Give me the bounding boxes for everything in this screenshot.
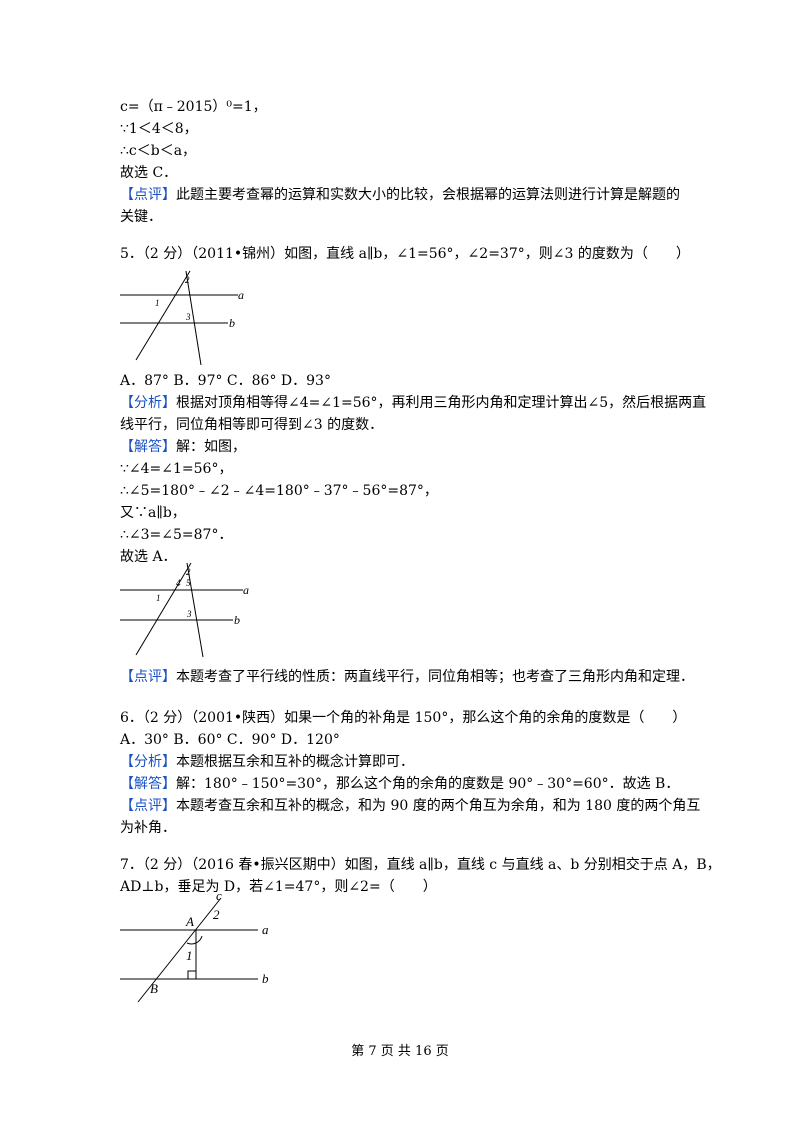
- label-a: a: [238, 288, 244, 302]
- comment-line-1: 【点评】此题主要考查幂的运算和实数大小的比较，会根据幂的运算法则进行计算是解题的: [120, 186, 680, 204]
- comment-tag: 【点评】: [120, 187, 176, 203]
- solution-line-1: 【解答】解：如图，: [120, 438, 246, 456]
- analysis-line-1: 【分析】根据对顶角相等得∠4=∠1=56°，再利用三角形内角和定理计算出∠5，然…: [120, 394, 706, 412]
- line-2: ∵1＜4＜8，: [120, 121, 198, 137]
- analysis-tag: 【分析】: [120, 395, 176, 411]
- analysis-line-2: 线平行，同位角相等即可得到∠3 的度数．: [120, 417, 384, 433]
- comment-line-3: 【点评】本题考查互余和互补的概念，和为 90 度的两个角互为余角，和为 180 …: [120, 797, 700, 815]
- comment-text: 此题主要考查幂的运算和实数大小的比较，会根据幂的运算法则进行计算是解题的: [176, 187, 680, 203]
- label-b: b: [234, 613, 240, 627]
- analysis-text: 本题根据互余和互补的概念计算即可．: [176, 754, 414, 770]
- figure-q7: a b c A B 1 2: [118, 888, 288, 1014]
- figure-q5-solution: a b 1 2 3 4 5: [118, 560, 268, 664]
- solution-tag: 【解答】: [120, 776, 176, 792]
- solution-line-3: ∴∠5=180°﹣∠2﹣∠4=180°﹣37°﹣56°=87°，: [120, 483, 438, 499]
- q6-options: A．30° B．60° C．90° D．120°: [120, 732, 340, 748]
- solution-line-2: ∵∠4=∠1=56°，: [120, 461, 233, 477]
- comment-line-4: 为补角．: [120, 820, 176, 836]
- label-b: b: [229, 316, 235, 330]
- solution-text: 解：180°﹣150°=30°，那么这个角的余角的度数是 90°﹣30°=60°…: [176, 776, 680, 792]
- angle-1-label: 1: [156, 593, 161, 603]
- angle-5-label: 5: [186, 578, 191, 588]
- solution-text: 解：如图，: [176, 439, 246, 455]
- angle-4-label: 4: [176, 578, 181, 588]
- point-A-label: A: [185, 914, 194, 929]
- page-footer: 第 7 页 共 16 页: [351, 1044, 449, 1059]
- question-6: 6．（2 分）（2001•陕西）如果一个角的补角是 150°，那么这个角的余角的…: [120, 710, 687, 726]
- point-B-label: B: [150, 981, 158, 996]
- comment-tag: 【点评】: [120, 669, 176, 685]
- line-6: 关键．: [120, 209, 162, 225]
- solution-line-4: 又∵a∥b，: [120, 505, 186, 521]
- angle-2-label: 2: [213, 907, 220, 922]
- comment-line-2: 【点评】本题考查了平行线的性质：两直线平行，同位角相等；也考查了三角形内角和定理…: [120, 668, 694, 686]
- angle-2-label: 2: [186, 567, 191, 577]
- angle-2-label: 2: [185, 275, 190, 285]
- q5-options: A．87° B．97° C．86° D．93°: [120, 373, 331, 389]
- solution-line-5: ∴∠3=∠5=87°．: [120, 527, 233, 543]
- angle-1-label: 1: [186, 948, 193, 963]
- angle-3-label: 3: [186, 609, 192, 619]
- label-c: c: [216, 890, 222, 903]
- line-3: ∴c＜b＜a，: [120, 143, 197, 159]
- analysis-text: 根据对顶角相等得∠4=∠1=56°，再利用三角形内角和定理计算出∠5，然后根据两…: [176, 395, 707, 411]
- label-a: a: [243, 583, 249, 597]
- comment-text: 本题考查了平行线的性质：两直线平行，同位角相等；也考查了三角形内角和定理．: [176, 669, 694, 685]
- angle-3-label: 3: [185, 312, 191, 322]
- comment-text: 本题考查互余和互补的概念，和为 90 度的两个角互为余角，和为 180 度的两个…: [176, 798, 701, 814]
- question-7-cont: AD⊥b，垂足为 D，若∠1=47°，则∠2=（ ）: [120, 879, 437, 895]
- line-1: c=（π﹣2015）⁰=1，: [120, 99, 267, 115]
- label-b: b: [262, 971, 269, 986]
- solution-line-7: 【解答】解：180°﹣150°=30°，那么这个角的余角的度数是 90°﹣30°…: [120, 775, 679, 793]
- solution-tag: 【解答】: [120, 439, 176, 455]
- solution-line-6: 故选 A．: [120, 549, 177, 565]
- figure-q5: a b 1 2 3: [118, 268, 268, 372]
- question-7: 7．（2 分）（2016 春•振兴区期中）如图，直线 a∥b，直线 c 与直线 …: [120, 857, 721, 873]
- analysis-tag: 【分析】: [120, 754, 176, 770]
- label-a: a: [262, 922, 269, 937]
- analysis-line-3: 【分析】本题根据互余和互补的概念计算即可．: [120, 753, 414, 771]
- comment-tag: 【点评】: [120, 798, 176, 814]
- question-5: 5．（2 分）（2011•锦州）如图，直线 a∥b，∠1=56°，∠2=37°，…: [120, 246, 690, 262]
- angle-1-label: 1: [155, 298, 160, 308]
- line-4: 故选 C．: [120, 165, 178, 181]
